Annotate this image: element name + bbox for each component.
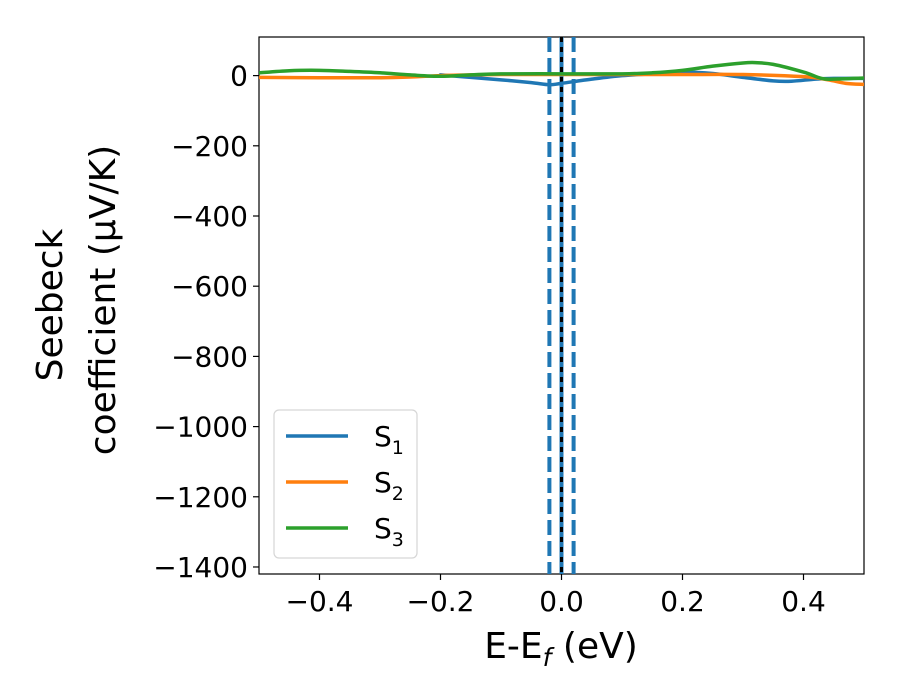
y-tick-label: −1400 xyxy=(153,551,248,584)
y-tick-label: −600 xyxy=(171,270,248,303)
x-tick-label: −0.4 xyxy=(286,585,354,618)
x-tick-label: 0.4 xyxy=(781,585,826,618)
y-axis-title-line-2: coefficient (μV/K) xyxy=(83,145,124,455)
x-tick-label: 0.0 xyxy=(539,585,584,618)
x-tick-label: −0.2 xyxy=(407,585,475,618)
series-line-s3 xyxy=(259,60,864,81)
y-tick-label: 0 xyxy=(230,60,248,93)
y-tick-label: −1200 xyxy=(153,481,248,514)
y-tick-label: −1000 xyxy=(153,411,248,444)
y-axis-title-line-1: Seebeck xyxy=(30,228,71,381)
y-tick-label: −200 xyxy=(171,130,248,163)
x-tick-label: 0.2 xyxy=(660,585,705,618)
legend-label: S1 xyxy=(374,420,404,459)
legend-label: S2 xyxy=(374,466,404,505)
y-tick-label: −400 xyxy=(171,200,248,233)
legend-box xyxy=(273,409,418,559)
legend: S1 S2 S3 xyxy=(273,409,418,559)
x-axis-title: E-Ef (eV) xyxy=(484,626,638,672)
y-tick-label: −800 xyxy=(171,340,248,373)
legend-label: S3 xyxy=(374,512,404,551)
